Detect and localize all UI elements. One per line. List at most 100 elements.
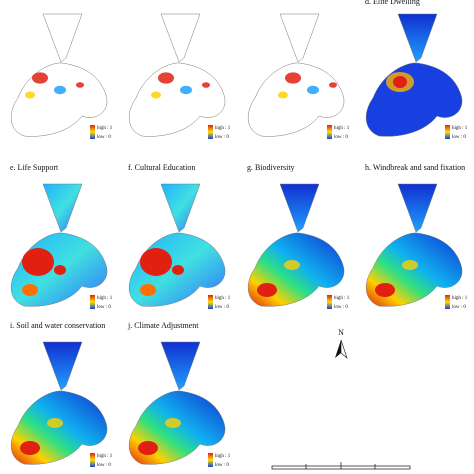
legend: high : 1 low : 0 [90,125,113,140]
hotspot [54,265,66,275]
legend-low: low : 0 [452,305,466,310]
legend-high: high : 1 [215,126,231,131]
hotspot [47,418,63,428]
hotspot [22,284,38,296]
map: high : 1 low : 0 [129,13,231,140]
hotspot [284,260,300,270]
legend-ramp [208,125,213,139]
hotspot [402,260,418,270]
map: high : 1 low : 0 [248,183,350,310]
map: high : 1 low : 0 [129,183,231,310]
legend: high : 1 low : 0 [90,295,113,310]
map-panel: h. Windbreak and sand fixation high : 1 lo… [365,163,468,310]
legend-low: low : 0 [334,305,348,310]
legend-ramp [327,125,332,139]
legend: high : 1 low : 0 [90,453,113,468]
region-north [397,13,438,63]
hotspot [76,82,84,88]
legend-low: low : 0 [215,135,229,140]
legend-ramp [90,295,95,309]
hotspot [25,91,35,99]
hotspot [307,85,319,95]
legend-low: low : 0 [97,463,111,468]
region-north [160,13,201,63]
legend: high : 1 low : 0 [445,295,468,310]
hotspot [393,76,407,88]
legend-low: low : 0 [97,305,111,310]
map: high : 1 low : 0 [248,13,350,140]
legend-low: low : 0 [215,305,229,310]
legend-high: high : 1 [97,126,113,131]
hotspot [285,72,301,84]
map-panel: i. Soil and water conservation high : 1 lo… [10,321,113,468]
legend-high: high : 1 [334,296,350,301]
hotspot [140,248,172,276]
map-panel: f. Cultural Education high : 1 low : 0 [128,163,231,310]
legend-high: high : 1 [215,454,231,459]
legend-low: low : 0 [334,135,348,140]
panel-title: h. Windbreak and sand fixation [365,163,465,172]
map: high : 1 low : 0 [11,341,113,468]
hotspot [158,72,174,84]
hotspot [202,82,210,88]
map-panel: high : 1 low : 0 [11,13,113,140]
hotspot [151,91,161,99]
hotspot [20,441,40,455]
region-north [279,13,320,63]
map-panel: d. Elite Dwelling high : 1 low : 0 [365,0,468,140]
map: high : 1 low : 0 [366,13,468,140]
legend-ramp [208,295,213,309]
legend-high: high : 1 [97,296,113,301]
map-panel: high : 1 low : 0 [248,13,350,140]
map: high : 1 low : 0 [11,13,113,140]
panel-title: d. Elite Dwelling [365,0,420,6]
hotspot [375,283,395,297]
region-main [129,62,226,137]
north-label: N [338,328,344,337]
legend-ramp [445,125,450,139]
region-north [279,183,320,233]
region-north [397,183,438,233]
panel-title: j. Climate Adjustment [127,321,199,330]
legend-high: high : 1 [334,126,350,131]
legend-low: low : 0 [97,135,111,140]
map: high : 1 low : 0 [366,183,468,310]
legend: high : 1 low : 0 [445,125,468,140]
hotspot [32,72,48,84]
region-north [42,183,83,233]
north-arrow: N [335,328,348,359]
legend-ramp [90,125,95,139]
legend-high: high : 1 [97,454,113,459]
legend: high : 1 low : 0 [208,295,231,310]
hotspot [257,283,277,297]
panel-title: i. Soil and water conservation [10,321,105,330]
hotspot [138,441,158,455]
legend-ramp [445,295,450,309]
map: high : 1 low : 0 [11,183,113,310]
legend: high : 1 low : 0 [208,453,231,468]
region-main [248,62,345,137]
legend: high : 1 low : 0 [327,125,350,140]
legend-high: high : 1 [215,296,231,301]
panel-title: g. Biodiversity [247,163,295,172]
legend-high: high : 1 [452,126,468,131]
panel-title: f. Cultural Education [128,163,195,172]
legend-ramp [327,295,332,309]
map: high : 1 low : 0 [129,341,231,468]
map-panel: high : 1 low : 0 [129,13,231,140]
legend-low: low : 0 [452,135,466,140]
legend: high : 1 low : 0 [208,125,231,140]
legend-low: low : 0 [215,463,229,468]
legend-high: high : 1 [452,296,468,301]
region-north [42,13,83,63]
legend: high : 1 low : 0 [327,295,350,310]
region-north [42,341,83,391]
scale-bar [271,462,411,470]
region-north [160,183,201,233]
hotspot [140,284,156,296]
hotspot [180,85,192,95]
hotspot [329,82,337,88]
legend-ramp [208,453,213,467]
map-panel: g. Biodiversity high : 1 low : 0 [247,163,350,310]
